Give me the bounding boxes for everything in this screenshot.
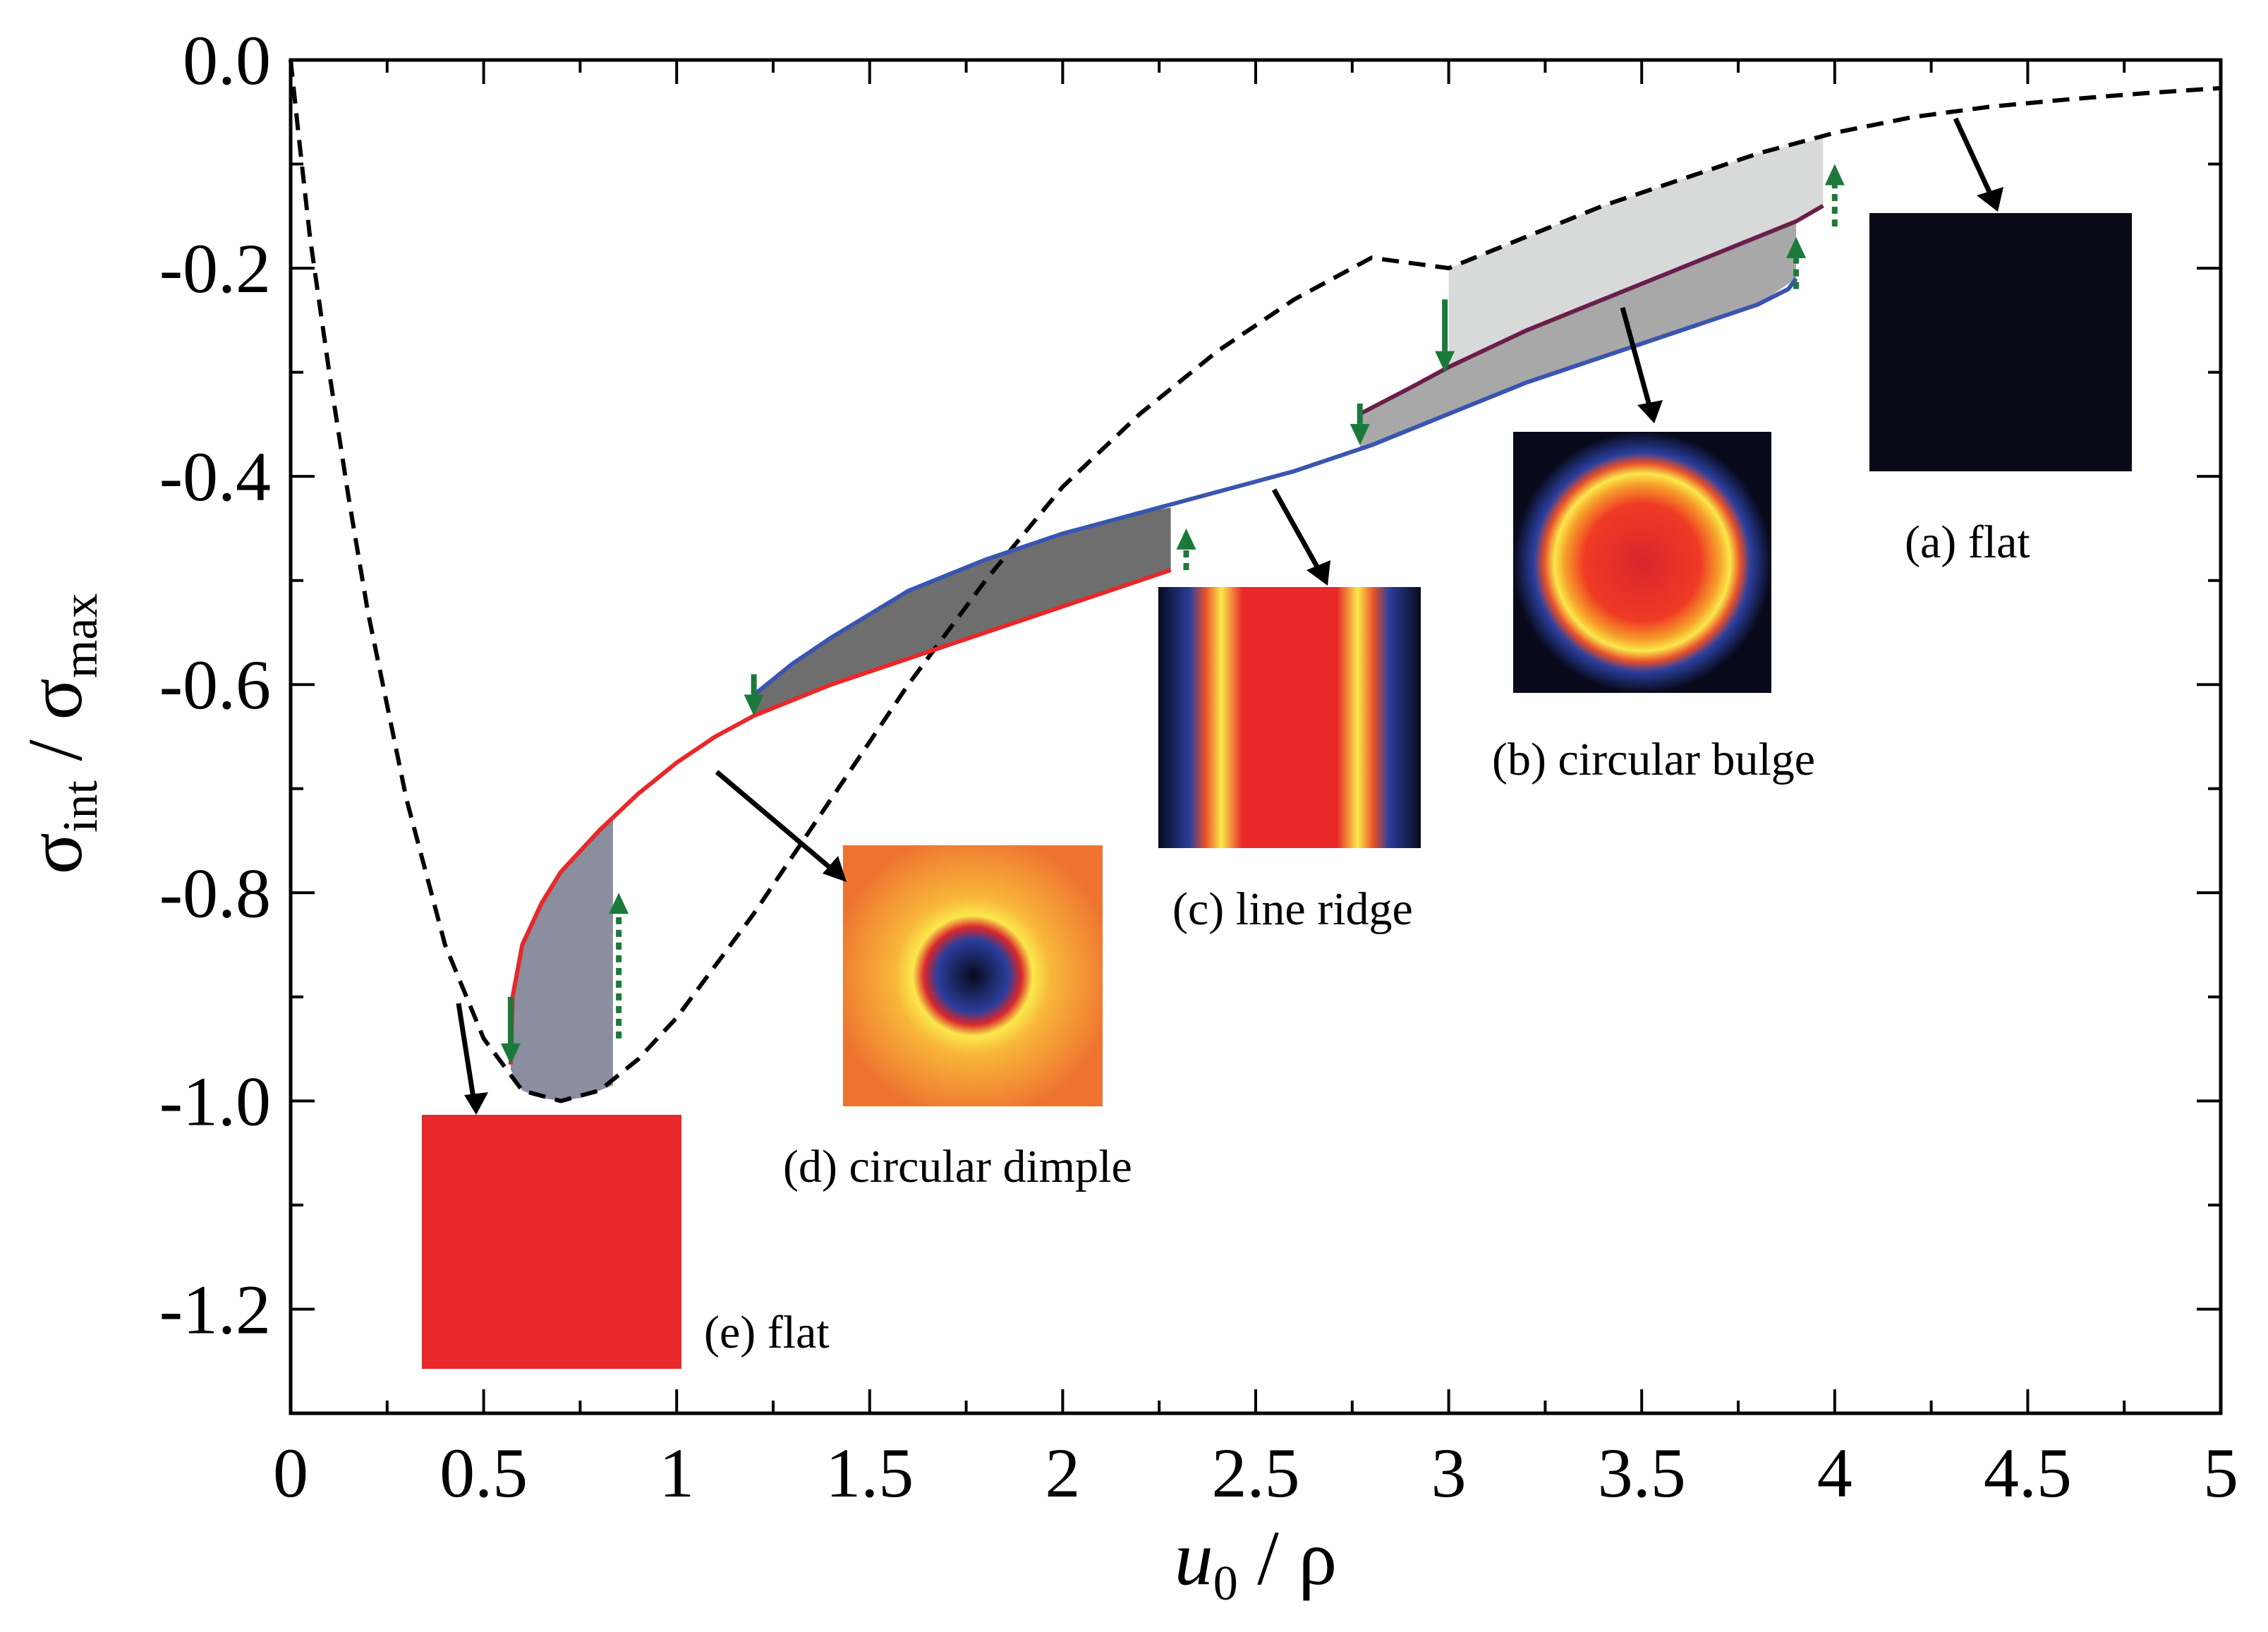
pointer-arrow-a [1953, 117, 1996, 203]
shaded-region-2 [1359, 221, 1797, 451]
transition-arrowhead-1 [609, 893, 629, 914]
inset-label-d: (d) circular dimple [783, 1141, 1132, 1192]
series-lines [289, 59, 2221, 1104]
y-tick-label-0: 0.0 [183, 21, 271, 99]
x-tick-label-2: 1 [659, 1434, 694, 1512]
y-tick-label-2: -0.4 [159, 437, 271, 516]
inset-e-flat-red [422, 1115, 681, 1369]
inset-b-circular-bulge [1513, 432, 1771, 693]
pointer-arrowhead-a [1977, 187, 2003, 212]
shaded-regions [510, 138, 1824, 1101]
transition-arrows [500, 164, 1845, 1065]
pointer-arrow-e [456, 1003, 477, 1103]
y-tick-label-4: -0.8 [159, 854, 271, 932]
x-tick-label-3: 1.5 [825, 1434, 914, 1512]
pointer-arrowhead-e [464, 1092, 488, 1115]
pointer-arrow-b [1620, 307, 1654, 411]
inset-c-line-ridge [1158, 587, 1421, 848]
transition-arrowhead-6 [1786, 236, 1807, 258]
x-tick-label-9: 4.5 [1984, 1434, 2072, 1512]
y-tick-label-1: -0.2 [159, 229, 271, 308]
inset-label-c: (c) line ridge [1172, 883, 1413, 935]
y-axis-title: σint / σmax [12, 593, 108, 875]
transition-arrowhead-0 [500, 1043, 521, 1065]
inset-label-a: (a) flat [1905, 516, 2030, 568]
pointer-arrow-c [1271, 488, 1323, 574]
shaded-region-3 [1448, 138, 1824, 368]
inset-label-e: (e) flat [704, 1307, 830, 1358]
pointer-arrowhead-d [823, 856, 847, 882]
x-tick-label-0: 0 [273, 1434, 308, 1512]
pointer-arrowhead-c [1306, 560, 1330, 586]
ticks: 0 0.5 1 1.5 2 2.5 3 3.5 4 4.5 5 0.0 -0.2 -0.4 -0.6 -0.8… [159, 21, 2238, 1512]
transition-arrowhead-7 [1824, 164, 1845, 186]
x-tick-label-10: 5 [2203, 1434, 2238, 1512]
inset-a-flat-dark [1869, 213, 2132, 471]
y-tick-label-3: -0.6 [159, 646, 271, 724]
series-line-circular-bulge [1359, 203, 1824, 416]
shaded-region-0 [510, 820, 613, 1101]
x-tick-label-5: 2.5 [1212, 1434, 1300, 1512]
x-tick-label-4: 2 [1045, 1434, 1080, 1512]
transition-arrowhead-5 [1435, 351, 1455, 373]
series-line-circular-dimple [508, 568, 1172, 1065]
y-tick-label-5: -1.0 [159, 1062, 271, 1140]
transition-arrowhead-4 [1350, 423, 1370, 445]
inset-images: (a) flat (b) circular bulge (c) line rid… [422, 117, 2132, 1369]
x-axis-title: u0 / ρ [1175, 1515, 1337, 1611]
series-line-line-ridge [752, 277, 1798, 697]
x-tick-label-8: 4 [1817, 1434, 1852, 1512]
series-line-flat [289, 59, 2221, 1104]
x-tick-label-6: 3 [1431, 1434, 1467, 1512]
pointer-arrowhead-b [1637, 400, 1663, 423]
pointer-arrow-d [715, 770, 837, 874]
x-tick-label-1: 0.5 [439, 1434, 528, 1512]
x-tick-label-7: 3.5 [1598, 1434, 1686, 1512]
transition-arrowhead-3 [1176, 528, 1196, 550]
inset-label-b: (b) circular bulge [1492, 734, 1815, 785]
y-tick-label-6: -1.2 [159, 1270, 271, 1348]
inset-d-circular-dimple [843, 845, 1103, 1106]
transition-arrowhead-2 [744, 694, 764, 716]
